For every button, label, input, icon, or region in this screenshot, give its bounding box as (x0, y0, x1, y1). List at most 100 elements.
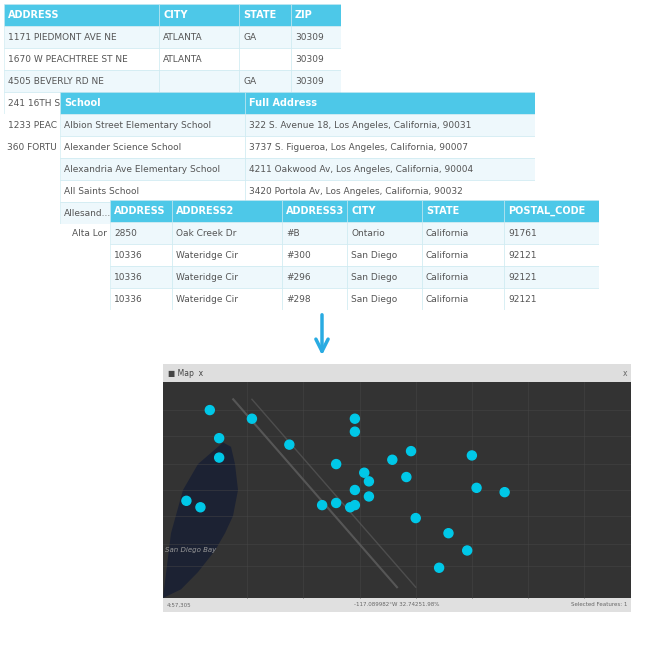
Bar (110, 288, 172, 310)
Text: ADDRESS: ADDRESS (8, 10, 59, 20)
Circle shape (182, 496, 191, 505)
Bar (110, 244, 172, 266)
Text: All Saints School: All Saints School (64, 187, 139, 196)
Bar (4, 92, 159, 114)
Circle shape (350, 427, 359, 436)
Text: CITY: CITY (351, 206, 375, 216)
Text: ATLANTA: ATLANTA (163, 32, 203, 41)
Text: 2850: 2850 (114, 229, 137, 237)
Bar (282, 266, 347, 288)
Text: 322 S. Avenue 18, Los Angeles, California, 90031: 322 S. Avenue 18, Los Angeles, Californi… (249, 120, 471, 129)
Bar (282, 200, 347, 222)
Text: STATE: STATE (243, 10, 276, 20)
Text: California: California (426, 294, 470, 304)
Text: Albion Street Elementary School: Albion Street Elementary School (64, 120, 211, 129)
Circle shape (444, 529, 453, 537)
Bar (504, 244, 599, 266)
Text: San Diego: San Diego (351, 294, 397, 304)
Bar (159, 48, 239, 70)
Text: GA: GA (243, 76, 256, 85)
Bar (282, 288, 347, 310)
Text: Alta Lor: Alta Lor (72, 229, 107, 237)
Circle shape (406, 447, 415, 455)
Bar (159, 92, 239, 114)
Bar (163, 598, 631, 612)
Text: 1233 PEAC: 1233 PEAC (8, 120, 57, 129)
Bar (4, 70, 159, 92)
Text: 1670 W PEACHTREE ST NE: 1670 W PEACHTREE ST NE (8, 55, 128, 64)
Bar (4, 26, 159, 48)
Bar (504, 222, 599, 244)
Circle shape (412, 514, 421, 522)
Circle shape (364, 477, 373, 486)
Text: 241 16TH S: 241 16TH S (8, 99, 60, 108)
Bar (282, 244, 347, 266)
Text: ZIP: ZIP (295, 10, 313, 20)
Bar (347, 266, 422, 288)
Bar (282, 222, 347, 244)
Text: 10336: 10336 (114, 273, 143, 281)
Bar (239, 48, 291, 70)
Circle shape (285, 440, 294, 449)
Bar (60, 114, 245, 136)
Circle shape (350, 486, 359, 495)
Text: School: School (64, 98, 101, 108)
Bar (239, 92, 291, 114)
Bar (159, 70, 239, 92)
Bar (291, 26, 341, 48)
Circle shape (317, 501, 326, 510)
Bar (291, 4, 341, 26)
Text: California: California (426, 250, 470, 260)
Text: POSTAL_CODE: POSTAL_CODE (508, 206, 585, 216)
Text: 10336: 10336 (114, 294, 143, 304)
Circle shape (364, 492, 373, 501)
Bar (60, 92, 245, 114)
Text: #300: #300 (286, 250, 311, 260)
Bar (422, 200, 504, 222)
Text: -117.089982°W 32.74251.98%: -117.089982°W 32.74251.98% (354, 602, 440, 608)
Text: CITY: CITY (163, 10, 188, 20)
Text: 92121: 92121 (508, 273, 537, 281)
Text: San Diego Bay: San Diego Bay (165, 547, 217, 553)
Circle shape (346, 503, 355, 512)
Bar (239, 70, 291, 92)
Text: #296: #296 (286, 273, 311, 281)
Circle shape (402, 472, 411, 482)
Bar (347, 244, 422, 266)
Circle shape (332, 499, 341, 507)
Bar (245, 158, 535, 180)
Bar (163, 364, 631, 382)
Bar (159, 4, 239, 26)
Text: #298: #298 (286, 294, 311, 304)
Text: 4505 BEVERLY RD NE: 4505 BEVERLY RD NE (8, 76, 104, 85)
Circle shape (500, 487, 509, 497)
Text: ADDRESS: ADDRESS (114, 206, 166, 216)
Bar (163, 382, 631, 598)
Text: 1171 PIEDMONT AVE NE: 1171 PIEDMONT AVE NE (8, 32, 117, 41)
Circle shape (350, 501, 359, 510)
Bar (4, 48, 159, 70)
Text: ADDRESS3: ADDRESS3 (286, 206, 344, 216)
Text: 92121: 92121 (508, 250, 537, 260)
Text: 4:57,305: 4:57,305 (167, 602, 192, 608)
Bar (422, 288, 504, 310)
Text: Selected Features: 1: Selected Features: 1 (571, 602, 627, 608)
Text: 360 FORTU: 360 FORTU (7, 143, 57, 152)
Text: Ontario: Ontario (351, 229, 385, 237)
Circle shape (215, 434, 224, 443)
Circle shape (332, 460, 341, 468)
Bar (504, 266, 599, 288)
Text: ■ Map  x: ■ Map x (168, 369, 203, 378)
Text: Wateridge Cir: Wateridge Cir (176, 294, 238, 304)
Text: Allesand...: Allesand... (64, 208, 111, 217)
Bar (110, 222, 172, 244)
Text: California: California (426, 229, 470, 237)
Text: Full Address: Full Address (249, 98, 317, 108)
Bar (245, 202, 535, 224)
Text: 30309: 30309 (295, 32, 324, 41)
Text: California: California (426, 273, 470, 281)
Text: x: x (622, 369, 627, 378)
Circle shape (462, 546, 471, 555)
Bar (110, 266, 172, 288)
Text: Wateridge Cir: Wateridge Cir (176, 273, 238, 281)
